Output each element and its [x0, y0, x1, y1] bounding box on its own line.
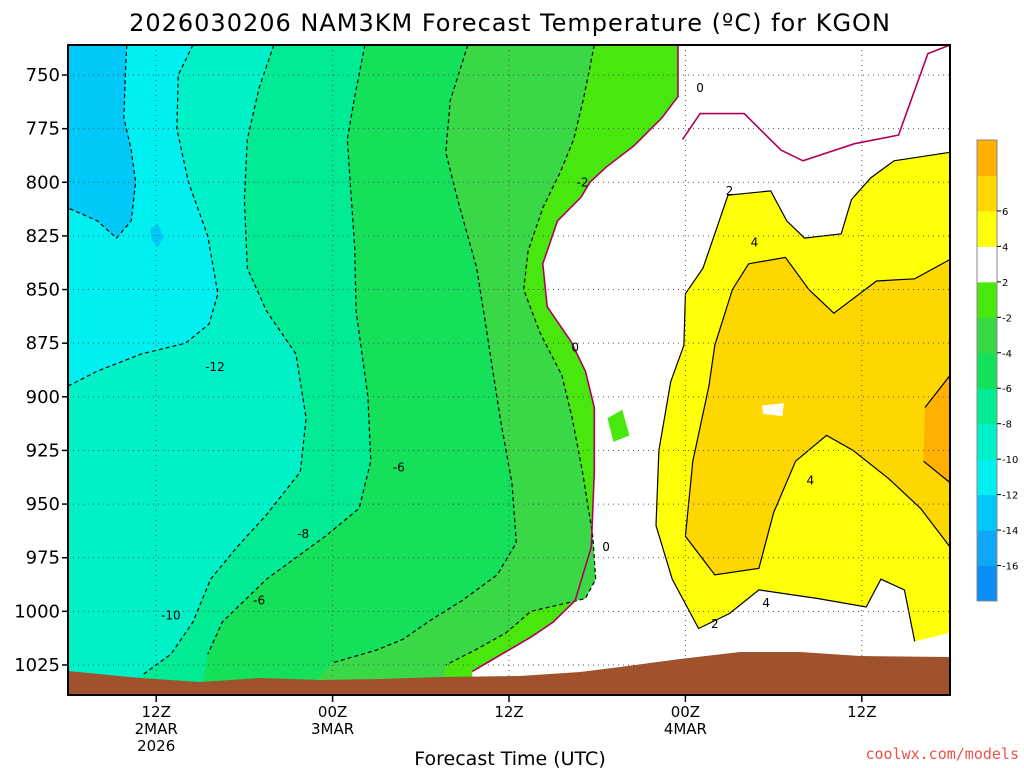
colorbar-tick-label: 4 [1002, 242, 1008, 253]
x-tick-label: 12Z [142, 703, 171, 721]
colorbar-tick-label: 6 [1002, 207, 1008, 218]
colorbar-swatch [977, 352, 997, 389]
y-tick-label: 800 [26, 172, 60, 193]
contour-label: -2 [577, 175, 589, 189]
colorbar-frame [976, 139, 998, 602]
colorbar-swatch [977, 246, 997, 283]
contour-four [684, 263, 950, 576]
y-tick-label: 875 [26, 333, 60, 354]
contour-label-layer: 0 -2 2 4 0 -12 -6 -8 0 -6 -10 4 4 2 [161, 81, 815, 631]
contour-six-b [923, 460, 950, 484]
colorbar-swatch [977, 459, 997, 496]
contour-label: -10 [161, 609, 181, 623]
colorbar-tick-label: -14 [1002, 526, 1018, 537]
colorbar-tick-label: -10 [1002, 455, 1018, 466]
colorbar-swatch [977, 281, 997, 318]
contour-label: 0 [571, 340, 579, 354]
x-tick-label: 2MAR [135, 720, 178, 738]
y-tick-label: 825 [26, 226, 60, 247]
contour-six [924, 375, 950, 408]
y-tick-label: 750 [26, 65, 60, 86]
colorbar-swatch [977, 423, 997, 460]
y-tick-label: 900 [26, 387, 60, 408]
colorbar-tick-label: -2 [1002, 313, 1012, 324]
contour-label: -8 [297, 527, 309, 541]
colorbar-swatch [977, 175, 997, 212]
y-tick-label: 775 [26, 119, 60, 140]
contour-label: 4 [751, 235, 759, 249]
contour-label: -12 [205, 360, 225, 374]
terrain-ground [68, 652, 950, 695]
colorbar-tick-label: -12 [1002, 491, 1018, 502]
x-tick-label: 12Z [847, 703, 876, 721]
x-axis-label: Forecast Time (UTC) [414, 748, 605, 768]
y-tick-label: 1025 [14, 655, 60, 676]
x-tick-label: 00Z [671, 703, 700, 721]
contour-label: -6 [253, 594, 265, 608]
contour-line-layer [68, 45, 950, 677]
contour-minus12 [68, 45, 137, 239]
y-axis: 750 775 800 825 850 875 900 925 950 975 1000 1025 [14, 65, 68, 676]
contour-minus10 [68, 45, 219, 387]
x-tick-label: 2026 [137, 737, 175, 755]
contour-label: 0 [696, 81, 704, 95]
x-tick-label: 00Z [318, 703, 347, 721]
colorbar-tick-label: -4 [1002, 349, 1012, 360]
region-4-to-6 [685, 257, 950, 575]
contour-minus6 [207, 45, 372, 655]
plot-area: 0 -2 2 4 0 -12 -6 -8 0 -6 -10 4 4 2 [68, 45, 950, 695]
x-tick-label: 4MAR [664, 720, 707, 738]
x-tick-label: 3MAR [311, 720, 354, 738]
contour-label: 0 [602, 540, 610, 554]
colorbar-swatch [977, 210, 997, 247]
grid-layer [68, 45, 950, 695]
region-minus2-to-2-pocket [761, 403, 784, 417]
colorbar-tick-label: -16 [1002, 562, 1018, 573]
colorbar-tick-label: -6 [1002, 384, 1012, 395]
contour-zero-upper [681, 45, 950, 162]
x-tick-label: 12Z [494, 703, 523, 721]
region-minus16-to-minus14 [68, 45, 136, 239]
contour-label: 2 [711, 617, 719, 631]
y-tick-label: 950 [26, 494, 60, 515]
contour-minus2 [445, 45, 597, 666]
contour-label: 4 [762, 596, 770, 610]
contour-two [718, 151, 950, 239]
contour-label: -6 [393, 461, 405, 475]
y-tick-label: 1000 [14, 601, 60, 622]
colorbar-tick-label: 2 [1002, 278, 1008, 289]
colorbar-tick-label: -8 [1002, 420, 1012, 431]
credit-text: coolwx.com/models [865, 745, 1019, 763]
region-minus16-to-minus14-spot [150, 223, 164, 247]
contour-four-upper [748, 256, 950, 314]
region-minus4-to-minus2-pocket [607, 409, 630, 442]
colorbar-swatch [977, 388, 997, 425]
colorbar-swatch [977, 530, 997, 567]
region-6-to-8 [923, 375, 950, 483]
contour-label: 2 [726, 184, 734, 198]
contour-two-lower [655, 220, 916, 642]
y-tick-label: 925 [26, 440, 60, 461]
colorbar-swatch [977, 317, 997, 354]
chart-title: 2026030206 NAM3KM Forecast Temperature (… [129, 9, 891, 37]
colorbar-swatch [977, 565, 997, 602]
colorbar-swatch [977, 140, 997, 176]
contour-zero [471, 45, 679, 673]
y-tick-label: 975 [26, 548, 60, 569]
contour-minus4 [332, 45, 517, 664]
colorbar-swatch [977, 494, 997, 531]
y-tick-label: 850 [26, 280, 60, 301]
contour-label: 4 [807, 473, 815, 487]
colorbar: -16 -14 -12 -10 -8 -6 -4 -2 2 4 6 [976, 139, 1018, 602]
